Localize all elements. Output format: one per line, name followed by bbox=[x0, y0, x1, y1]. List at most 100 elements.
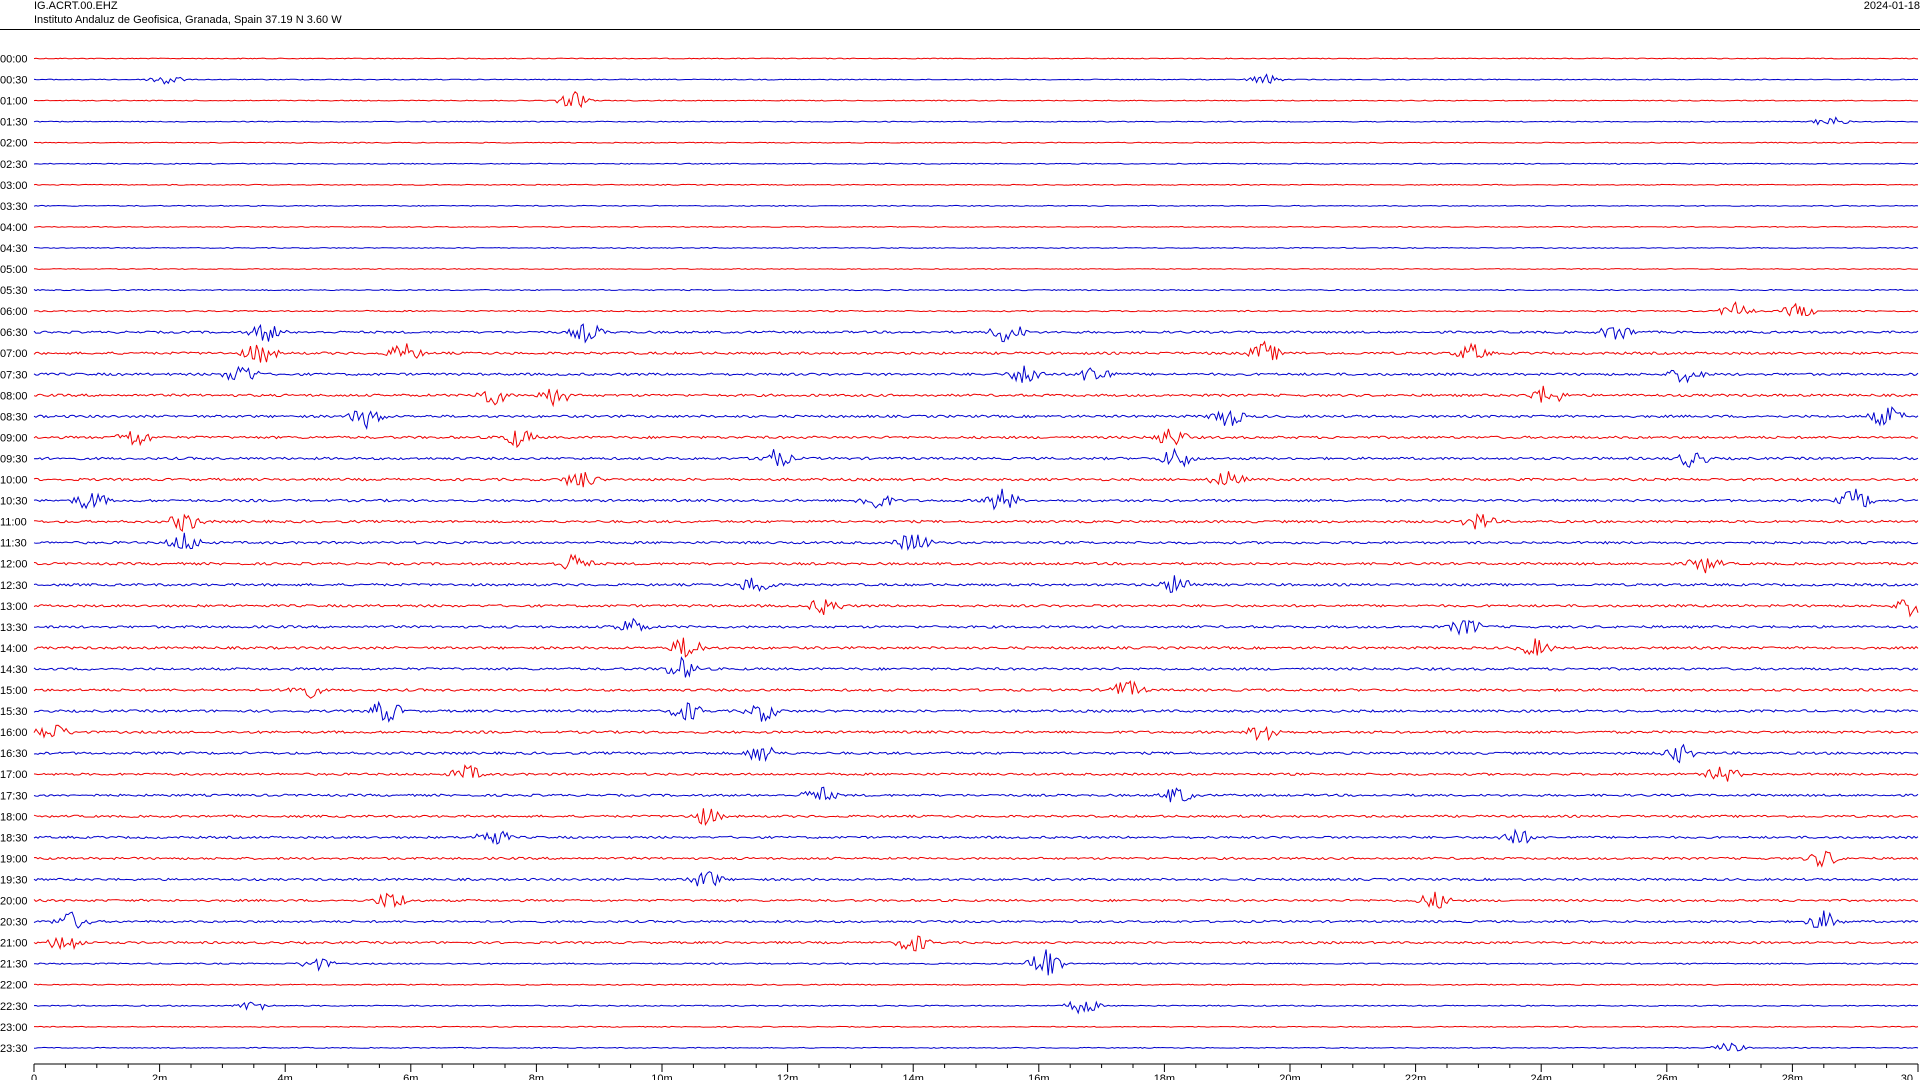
x-tick-label: 8m bbox=[529, 1073, 544, 1080]
trace-row bbox=[33, 385, 1919, 408]
trace-row bbox=[33, 428, 1919, 449]
trace-row bbox=[33, 301, 1919, 317]
x-tick-label: 24m bbox=[1530, 1073, 1551, 1080]
row-time-label: 15:00 bbox=[0, 685, 28, 697]
row-time-label: 04:00 bbox=[0, 222, 28, 234]
trace-row bbox=[33, 162, 1919, 165]
x-tick-label: 16m bbox=[1028, 1073, 1049, 1080]
trace-row bbox=[34, 617, 1919, 636]
trace-row bbox=[33, 850, 1919, 868]
row-time-label: 01:30 bbox=[0, 117, 28, 129]
trace-row bbox=[33, 983, 1919, 986]
x-tick-label: 4m bbox=[278, 1073, 293, 1080]
x-tick-label: 26m bbox=[1656, 1073, 1677, 1080]
trace-row bbox=[33, 808, 1919, 827]
x-tick-label: 20m bbox=[1279, 1073, 1300, 1080]
trace-row bbox=[33, 935, 1919, 952]
trace-row bbox=[33, 116, 1919, 126]
row-time-label: 23:00 bbox=[0, 1022, 28, 1034]
station-code: IG.ACRT.00.EHZ bbox=[34, 0, 118, 12]
trace-row bbox=[33, 891, 1919, 909]
x-tick-label: 28m bbox=[1782, 1073, 1803, 1080]
row-time-label: 23:30 bbox=[0, 1043, 28, 1055]
row-time-label: 16:00 bbox=[0, 727, 28, 739]
row-time-label: 05:00 bbox=[0, 264, 28, 276]
trace-row bbox=[33, 365, 1919, 384]
header-divider bbox=[0, 29, 1920, 30]
row-time-label: 01:00 bbox=[0, 96, 28, 108]
row-time-label: 07:00 bbox=[0, 348, 28, 360]
row-time-label: 18:00 bbox=[0, 811, 28, 823]
trace-row bbox=[33, 599, 1919, 618]
row-time-label: 20:00 bbox=[0, 896, 28, 908]
row-time-label: 13:00 bbox=[0, 601, 28, 613]
row-time-label: 00:00 bbox=[0, 54, 28, 66]
x-tick-label: 6m bbox=[403, 1073, 418, 1080]
trace-row bbox=[33, 340, 1919, 363]
row-time-label: 10:30 bbox=[0, 496, 28, 508]
row-time-label: 22:00 bbox=[0, 980, 28, 992]
row-time-label: 18:30 bbox=[0, 832, 28, 844]
row-time-label: 15:30 bbox=[0, 706, 28, 718]
row-time-label: 04:30 bbox=[0, 243, 28, 255]
trace-row bbox=[33, 141, 1919, 144]
trace-row bbox=[33, 246, 1919, 249]
row-time-label: 02:00 bbox=[0, 138, 28, 150]
row-time-label: 08:30 bbox=[0, 411, 28, 423]
trace-row bbox=[33, 225, 1919, 228]
trace-row bbox=[33, 288, 1919, 292]
row-time-label: 12:00 bbox=[0, 559, 28, 571]
trace-row bbox=[33, 786, 1919, 803]
row-time-label: 09:00 bbox=[0, 432, 28, 444]
trace-row bbox=[33, 1042, 1919, 1052]
trace-row bbox=[33, 488, 1919, 511]
row-time-label: 09:30 bbox=[0, 453, 28, 465]
row-time-label: 14:30 bbox=[0, 664, 28, 676]
x-tick-label: 0 bbox=[31, 1073, 37, 1080]
station-location: Instituto Andaluz de Geofisica, Granada,… bbox=[34, 14, 342, 26]
trace-row bbox=[34, 1025, 1919, 1028]
row-time-label: 22:30 bbox=[0, 1001, 28, 1013]
trace-row bbox=[33, 828, 1919, 845]
trace-row bbox=[33, 406, 1919, 430]
row-time-label: 21:30 bbox=[0, 959, 28, 971]
row-time-label: 02:30 bbox=[0, 159, 28, 171]
trace-row bbox=[33, 91, 1919, 109]
trace-row bbox=[33, 1000, 1919, 1015]
trace-row bbox=[33, 871, 1919, 887]
chart-header: IG.ACRT.00.EHZ Instituto Andaluz de Geof… bbox=[34, 0, 342, 27]
trace-row bbox=[33, 204, 1919, 207]
chart-date: 2024-01-18 bbox=[1863, 0, 1920, 12]
trace-row bbox=[33, 575, 1919, 593]
row-time-label: 13:30 bbox=[0, 622, 28, 634]
row-time-label: 05:30 bbox=[0, 285, 28, 297]
row-time-label: 12:30 bbox=[0, 580, 28, 592]
row-time-label: 00:30 bbox=[0, 75, 28, 87]
row-time-label: 20:30 bbox=[0, 917, 28, 929]
trace-row bbox=[33, 724, 1919, 742]
row-time-label: 08:00 bbox=[0, 390, 28, 402]
x-tick-label: 30 bbox=[1901, 1073, 1913, 1080]
row-time-label: 19:00 bbox=[0, 853, 28, 865]
trace-row bbox=[33, 743, 1919, 764]
trace-row bbox=[33, 73, 1919, 85]
x-tick-label: 14m bbox=[902, 1073, 923, 1080]
row-time-label: 19:30 bbox=[0, 874, 28, 886]
row-time-label: 07:30 bbox=[0, 369, 28, 381]
trace-row bbox=[33, 553, 1919, 574]
row-time-label: 06:30 bbox=[0, 327, 28, 339]
row-time-label: 17:30 bbox=[0, 790, 28, 802]
x-tick-label: 2m bbox=[152, 1073, 167, 1080]
trace-row bbox=[33, 532, 1919, 552]
trace-row bbox=[33, 471, 1919, 488]
x-tick-label: 10m bbox=[651, 1073, 672, 1080]
row-time-label: 10:00 bbox=[0, 475, 28, 487]
trace-row bbox=[33, 323, 1919, 344]
trace-row bbox=[33, 910, 1919, 929]
row-time-label: 11:00 bbox=[0, 517, 27, 529]
trace-row bbox=[33, 268, 1919, 270]
trace-row bbox=[33, 764, 1919, 782]
x-tick-label: 22m bbox=[1405, 1073, 1426, 1080]
row-time-label: 03:00 bbox=[0, 180, 28, 192]
